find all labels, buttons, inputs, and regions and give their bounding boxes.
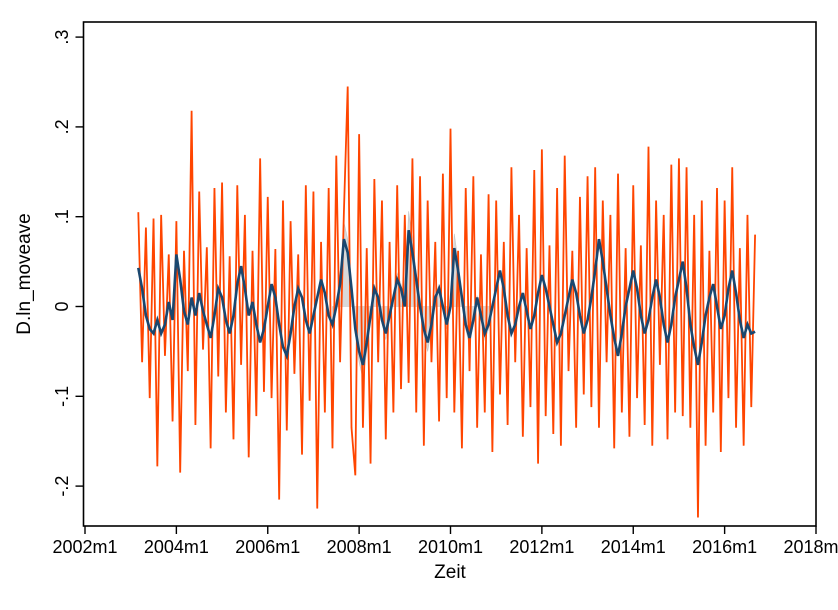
series-layer [137, 86, 756, 518]
y-tick-label: -.1 [52, 386, 72, 407]
x-tick-label: 2014m1 [601, 537, 666, 557]
x-tick-label: 2018m1 [783, 537, 838, 557]
x-tick-label: 2016m1 [692, 537, 757, 557]
y-tick-label: 0 [52, 301, 72, 311]
x-tick-label: 2010m1 [418, 537, 483, 557]
x-tick-label: 2004m1 [144, 537, 209, 557]
x-tick-label: 2012m1 [509, 537, 574, 557]
ticks-layer: 2002m1 2004m1 2006m1 2008m1 2010m1 2012m1 2014… [52, 30, 838, 557]
y-tick-label: -.2 [52, 476, 72, 497]
y-axis-title: D.ln_moveave [14, 213, 35, 334]
monthly-difference-volatile-line [137, 86, 756, 518]
x-tick-label: 2008m1 [327, 537, 392, 557]
plot-frame [82, 21, 817, 527]
x-axis-title: Zeit [434, 562, 466, 583]
y-tick-label: .3 [52, 30, 72, 45]
y-tick-label: .1 [52, 209, 72, 224]
x-tick-label: 2002m1 [52, 537, 117, 557]
y-tick-label: .2 [52, 119, 72, 134]
x-tick-label: 2006m1 [235, 537, 300, 557]
moving-average-smoothed-line [137, 229, 756, 366]
